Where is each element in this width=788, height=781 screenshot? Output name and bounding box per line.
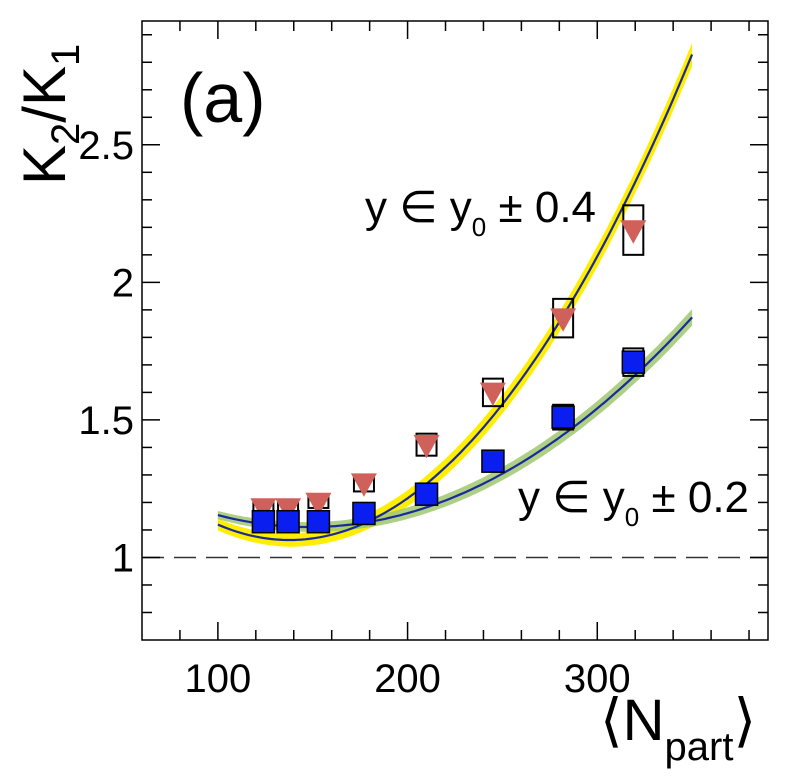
data-point-triangle bbox=[250, 498, 277, 522]
data-point-triangle bbox=[305, 492, 332, 517]
syst-box bbox=[622, 204, 645, 256]
series-label-upper: y ∈ y0 ± 0.4 bbox=[365, 183, 596, 242]
x-axis-title-open: ⟨N bbox=[600, 688, 665, 753]
svg-text:K2/K1: K2/K1 bbox=[11, 44, 88, 185]
axis-ticks bbox=[142, 21, 768, 640]
x-tick-label: 100 bbox=[185, 657, 252, 701]
axis-tick-labels: 100 200 300 1 1.5 2 2.5 bbox=[78, 124, 630, 701]
data-point-triangle bbox=[350, 473, 377, 497]
y-tick-label: 2 bbox=[112, 261, 134, 305]
series-label-lower-pre: y ∈ y bbox=[518, 473, 625, 522]
series-label-upper-post: ± 0.4 bbox=[486, 183, 596, 232]
plot-frame-rect bbox=[141, 20, 769, 641]
fit-band-series-1 bbox=[217, 43, 693, 547]
y-axis-title: K2/K1 bbox=[11, 44, 88, 185]
data-point-triangle bbox=[620, 220, 647, 244]
data-point-square bbox=[352, 501, 376, 526]
y-tick-label: 1.5 bbox=[78, 399, 134, 443]
x-tick-label: 200 bbox=[374, 657, 441, 701]
y-tick-label: 1 bbox=[112, 536, 134, 580]
x-axis-title-close: ⟩ bbox=[733, 688, 756, 753]
data-point-triangle bbox=[550, 308, 577, 332]
x-tick-label: 300 bbox=[564, 657, 631, 701]
data-point-square bbox=[481, 449, 505, 473]
fit-curve-series-1 bbox=[217, 54, 694, 542]
data-markers bbox=[250, 204, 647, 534]
x-axis-title-sub: part bbox=[665, 725, 734, 769]
series-label-lower: y ∈ y0 ± 0.2 bbox=[518, 473, 749, 532]
series-label-lower-sub: 0 bbox=[625, 502, 639, 532]
y-axis-title-main: K bbox=[11, 145, 78, 185]
syst-box bbox=[481, 377, 504, 408]
data-point-square bbox=[276, 509, 300, 534]
y-axis-title-sep: /K bbox=[11, 66, 78, 123]
x-axis-title: ⟨Npart⟩ bbox=[600, 688, 756, 769]
fit-bands bbox=[217, 43, 693, 547]
y-axis-title-sub1: 2 bbox=[44, 123, 88, 145]
series-label-lower-post: ± 0.2 bbox=[639, 473, 749, 522]
series-label-upper-pre: y ∈ y bbox=[365, 183, 472, 232]
data-point-square bbox=[251, 509, 276, 534]
plot-frame bbox=[141, 20, 769, 641]
data-point-square bbox=[551, 405, 575, 429]
fit-curves bbox=[217, 54, 694, 542]
data-point-triangle bbox=[275, 498, 302, 522]
data-point-triangle bbox=[413, 434, 440, 459]
y-tick-label: 2.5 bbox=[78, 124, 134, 168]
data-point-square bbox=[414, 482, 439, 506]
y-axis-title-sub2: 1 bbox=[44, 44, 88, 66]
data-point-square bbox=[306, 509, 331, 534]
data-point-square bbox=[621, 350, 646, 374]
data-point-triangle bbox=[479, 382, 506, 406]
series-label-upper-sub: 0 bbox=[472, 212, 486, 242]
syst-box bbox=[552, 297, 575, 339]
panel-label: (a) bbox=[180, 59, 266, 137]
